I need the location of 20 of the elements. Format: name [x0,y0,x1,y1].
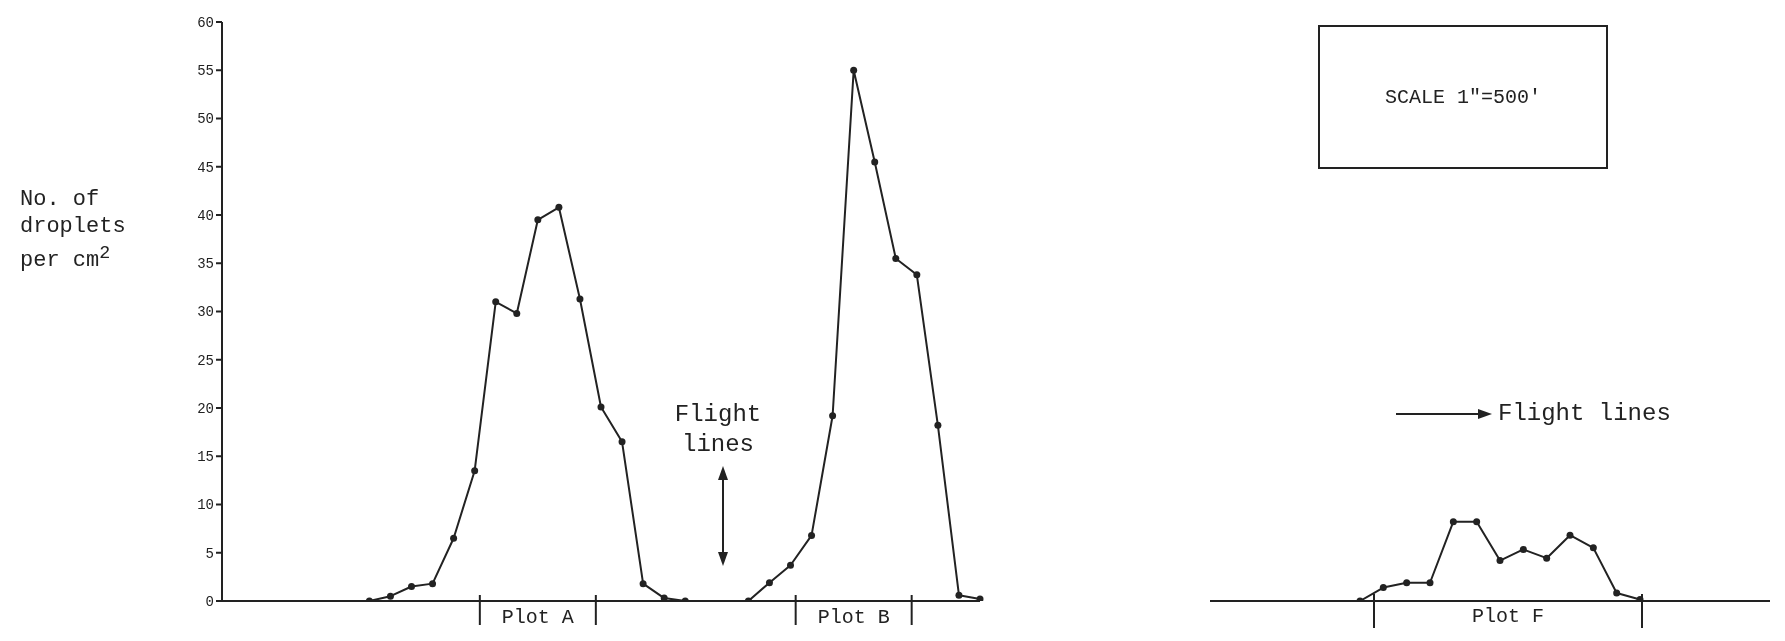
y-tick-label: 5 [205,545,214,562]
y-tick-label: 30 [197,304,214,321]
x-tick-label: Plot A [501,606,574,629]
y-tick-label: 20 [197,400,214,417]
framed-box: SCALE 1"=500' [1318,25,1608,169]
x-tick-label: Plot B [817,606,890,629]
y-tick-label: 10 [197,497,214,514]
y-tick-label: 35 [197,256,214,273]
y-tick-label: 55 [197,63,214,80]
y-tick-label: 25 [197,352,214,369]
y-tick-label: 15 [197,449,214,466]
text: Flight lines [1498,400,1671,427]
annotation: Flight lines [673,400,763,460]
y-tick-label: 0 [205,593,214,610]
y-axis-title: No. of droplets per cm$^{2}$ [20,186,127,275]
y-tick-label: 40 [197,207,214,224]
y-tick-label: 50 [197,111,214,128]
y-tick-label: 60 [197,14,214,31]
text: Plot F [1471,605,1545,628]
y-tick-label: 45 [197,159,214,176]
